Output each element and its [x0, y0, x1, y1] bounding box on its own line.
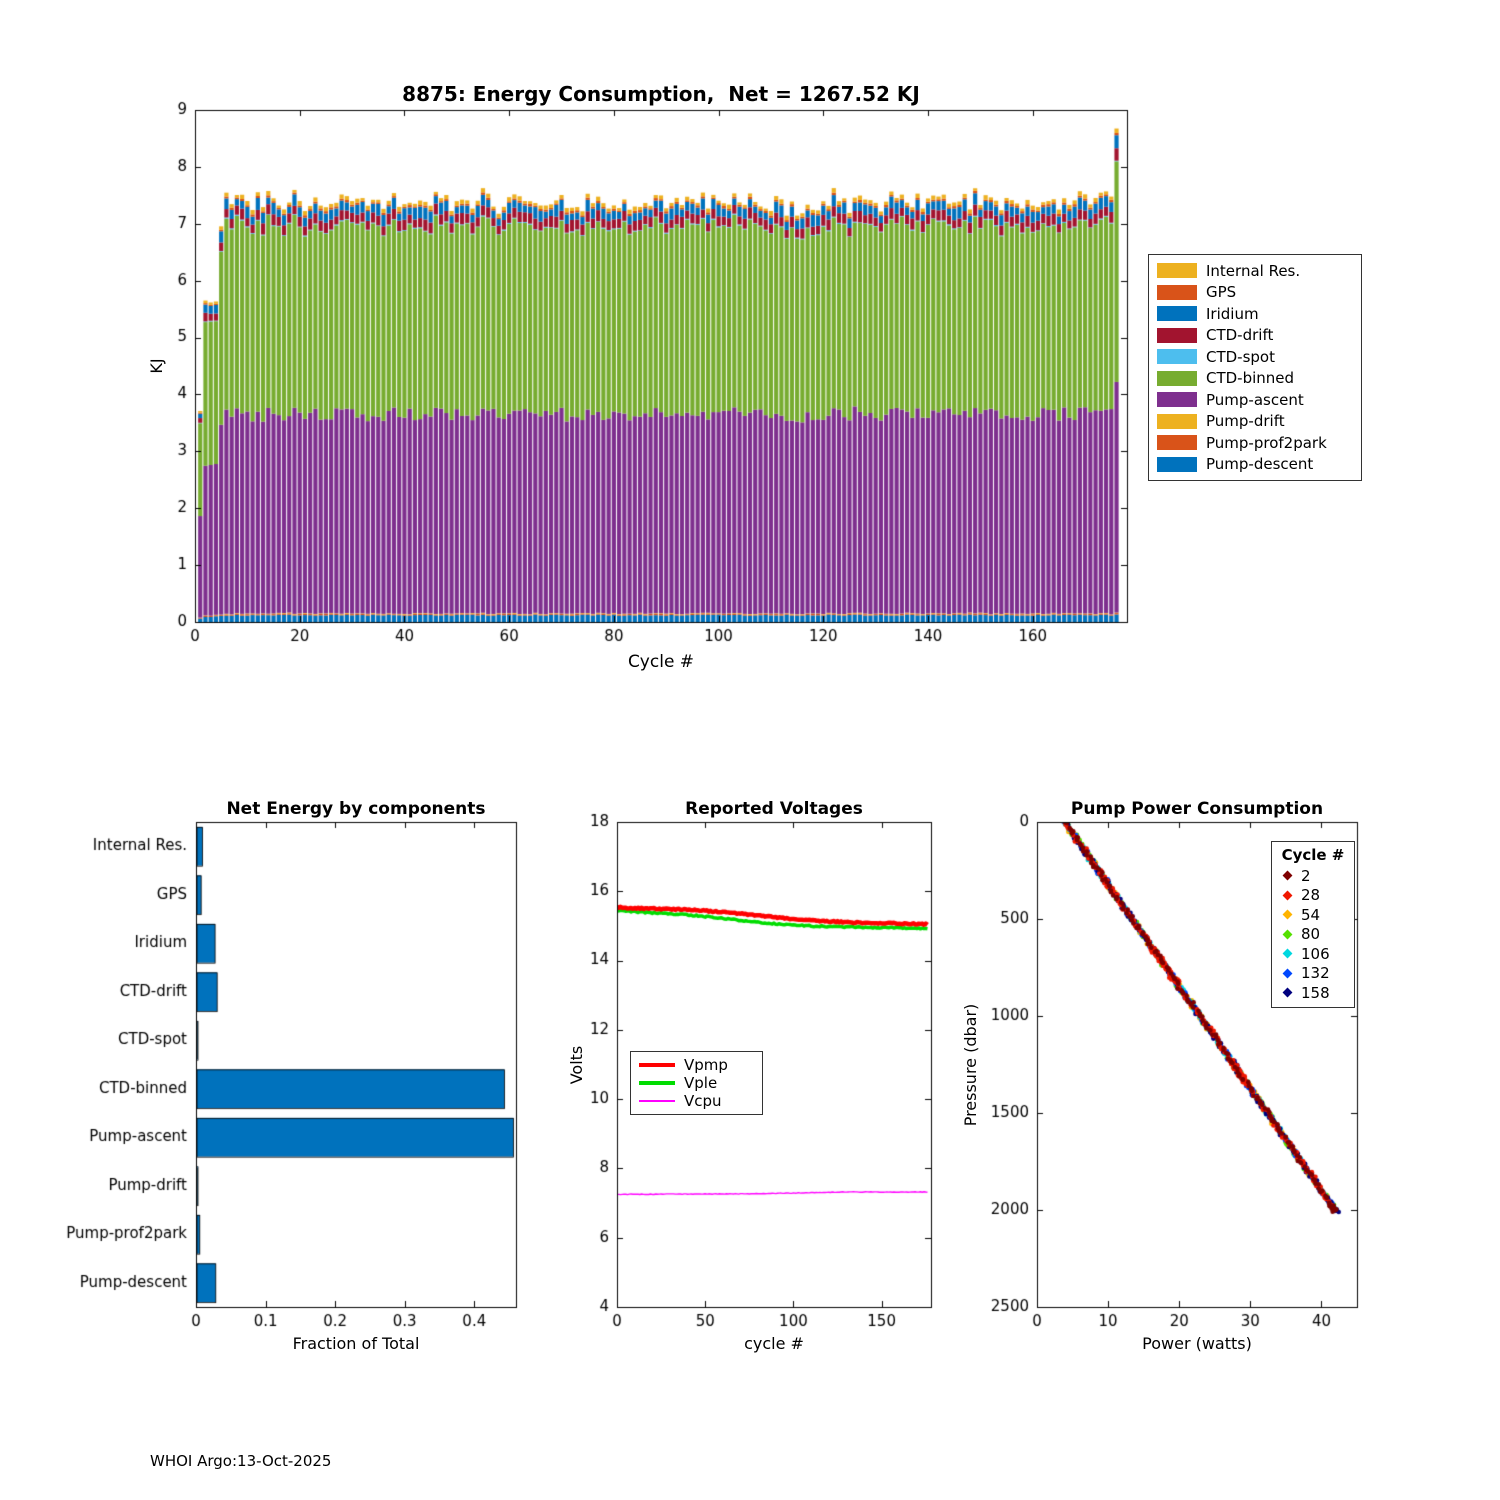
energy-yaxis-label: KJ	[147, 358, 166, 374]
pump-legend-marker	[1282, 948, 1293, 959]
energy-legend-swatch	[1157, 349, 1197, 365]
energy-legend-swatch	[1157, 370, 1197, 386]
energy-legend-swatch	[1157, 263, 1197, 279]
energy-legend-swatch	[1157, 456, 1197, 472]
voltages-yaxis-label: Volts	[567, 1045, 586, 1085]
pump-legend-label: 132	[1301, 964, 1330, 983]
voltages-legend: Vpmp Vple Vcpu	[630, 1051, 763, 1115]
pump-legend: Cycle # 2 28 54 80 106 132 158	[1271, 841, 1355, 1008]
energy-legend: Internal Res. GPS Iridium CTD-drift CTD-spot…	[1148, 254, 1362, 481]
pump-legend-item: 2	[1278, 866, 1348, 886]
energy-legend-label: CTD-spot	[1206, 347, 1275, 366]
energy-legend-item: CTD-binned	[1157, 368, 1353, 390]
energy-legend-swatch	[1157, 327, 1197, 343]
pump-legend-marker	[1282, 987, 1293, 998]
energy-legend-swatch	[1157, 306, 1197, 322]
voltage-legend-label: Vple	[684, 1074, 718, 1092]
energy-legend-item: Pump-ascent	[1157, 389, 1353, 411]
energy-legend-label: Pump-drift	[1206, 412, 1285, 431]
pump-legend-label: 54	[1301, 905, 1321, 924]
pump-legend-items: 2 28 54 80 106 132 158	[1278, 866, 1348, 1003]
pump-legend-label: 2	[1301, 866, 1311, 885]
voltage-legend-label: Vcpu	[684, 1092, 722, 1110]
energy-legend-label: Pump-descent	[1206, 455, 1314, 474]
pump-xaxis-label: Power (watts)	[1142, 1334, 1252, 1353]
energy-legend-label: Pump-ascent	[1206, 390, 1304, 409]
energy-legend-item: Pump-drift	[1157, 411, 1353, 433]
energy-legend-item: Internal Res.	[1157, 260, 1353, 282]
voltage-legend-line-swatch	[639, 1081, 675, 1085]
pump-legend-label: 106	[1301, 944, 1330, 963]
pump-yaxis-label: Pressure (dbar)	[961, 1003, 980, 1127]
pump-legend-item: 132	[1278, 964, 1348, 984]
pump-legend-label: 28	[1301, 886, 1321, 905]
pump-legend-marker	[1282, 870, 1293, 881]
components-xaxis-label: Fraction of Total	[292, 1334, 420, 1353]
pump-legend-marker	[1282, 890, 1293, 901]
energy-legend-item: CTD-drift	[1157, 325, 1353, 347]
energy-legend-item: GPS	[1157, 282, 1353, 304]
voltage-legend-item: Vpmp	[639, 1056, 754, 1074]
pump-legend-title: Cycle #	[1281, 846, 1345, 864]
pump-legend-item: 106	[1278, 944, 1348, 964]
energy-legend-swatch	[1157, 435, 1197, 451]
energy-legend-swatch	[1157, 284, 1197, 300]
energy-legend-label: Iridium	[1206, 304, 1259, 323]
energy-legend-item: Iridium	[1157, 303, 1353, 325]
energy-xaxis-label: Cycle #	[627, 652, 695, 672]
footer-text: WHOI Argo:13-Oct-2025	[150, 1452, 332, 1470]
pump-legend-label: 80	[1301, 925, 1321, 944]
energy-chart-title: 8875: Energy Consumption, Net = 1267.52 …	[402, 82, 920, 106]
voltage-legend-line-swatch	[639, 1062, 675, 1068]
voltages-xaxis-label: cycle #	[744, 1334, 804, 1353]
pump-legend-item: 80	[1278, 925, 1348, 945]
energy-legend-item: CTD-spot	[1157, 346, 1353, 368]
energy-legend-item: Pump-descent	[1157, 454, 1353, 476]
energy-legend-label: Pump-prof2park	[1206, 433, 1327, 452]
pump-legend-marker	[1282, 929, 1293, 940]
pump-chart-title: Pump Power Consumption	[1070, 799, 1324, 819]
energy-legend-label: CTD-drift	[1206, 326, 1274, 345]
pump-legend-label: 158	[1301, 983, 1330, 1002]
pump-legend-marker	[1282, 968, 1293, 979]
voltages-chart-title: Reported Voltages	[685, 799, 863, 819]
energy-legend-item: Pump-prof2park	[1157, 432, 1353, 454]
pump-legend-item: 54	[1278, 905, 1348, 925]
voltage-legend-label: Vpmp	[684, 1056, 728, 1074]
components-chart-title: Net Energy by components	[226, 799, 486, 819]
energy-legend-swatch	[1157, 413, 1197, 429]
pump-legend-item: 28	[1278, 886, 1348, 906]
voltage-legend-item: Vple	[639, 1074, 754, 1092]
voltage-legend-item: Vcpu	[639, 1092, 754, 1110]
energy-legend-label: CTD-binned	[1206, 369, 1295, 388]
energy-legend-label: GPS	[1206, 283, 1237, 302]
voltage-legend-line-swatch	[639, 1100, 675, 1102]
energy-legend-label: Internal Res.	[1206, 261, 1301, 280]
pump-legend-marker	[1282, 909, 1293, 920]
pump-legend-item: 158	[1278, 983, 1348, 1003]
energy-legend-swatch	[1157, 392, 1197, 408]
